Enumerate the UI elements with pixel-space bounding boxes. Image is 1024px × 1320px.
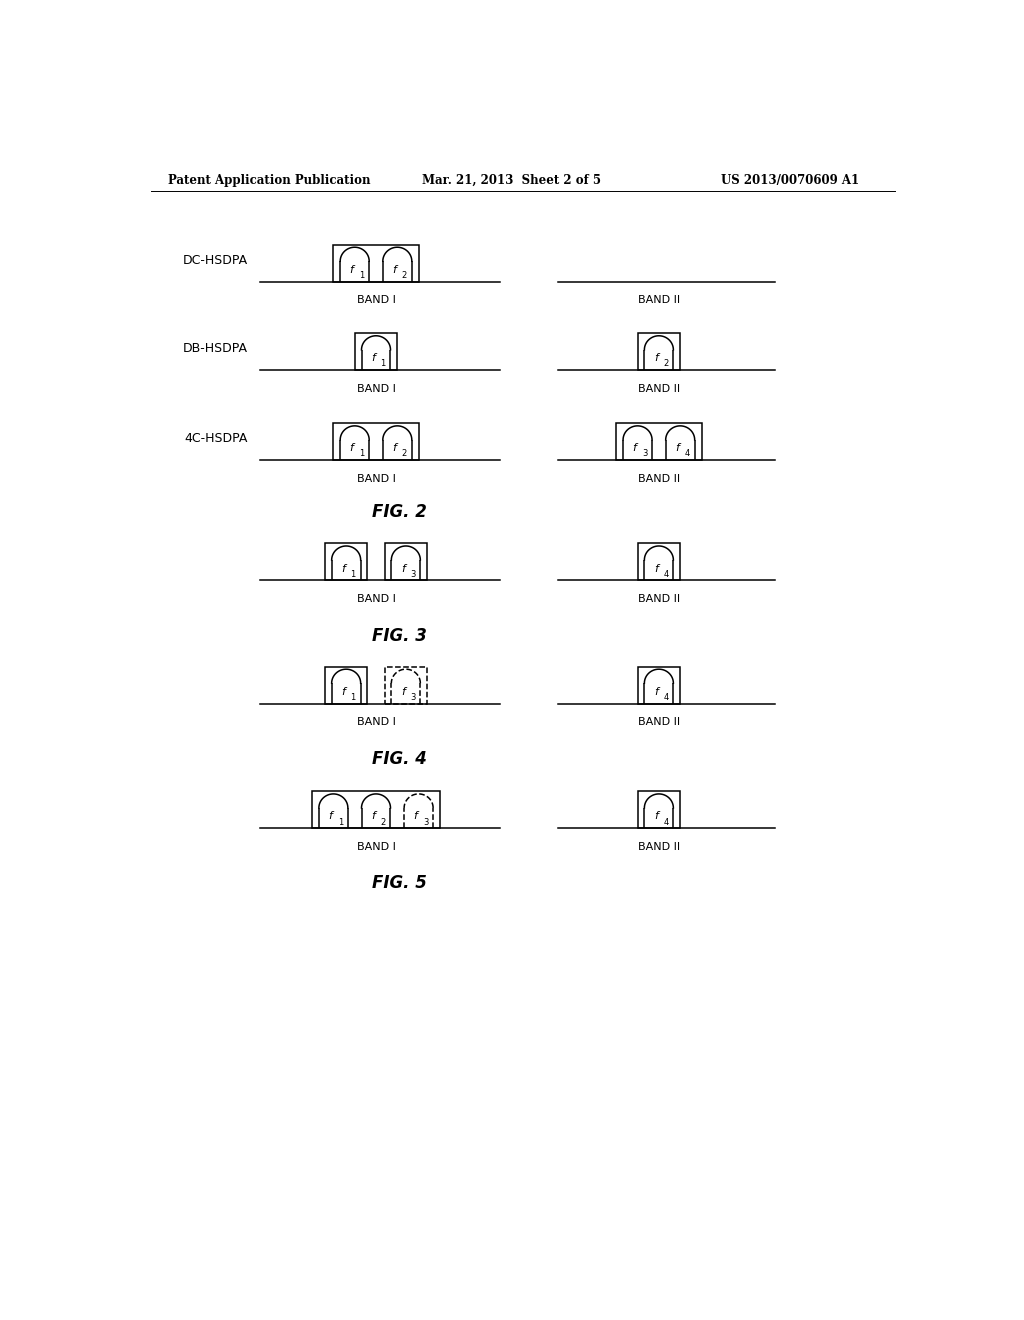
Text: f: f (654, 686, 657, 697)
Text: f: f (349, 265, 353, 275)
Text: 4C-HSDPA: 4C-HSDPA (184, 432, 248, 445)
Text: f: f (400, 564, 404, 573)
Text: DC-HSDPA: DC-HSDPA (183, 253, 248, 267)
Text: 2: 2 (380, 817, 386, 826)
Text: FIG. 2: FIG. 2 (372, 503, 427, 521)
Text: f: f (371, 812, 375, 821)
Text: 4: 4 (664, 817, 669, 826)
Text: BAND II: BAND II (638, 842, 680, 853)
Text: 2: 2 (401, 271, 407, 280)
Text: BAND I: BAND I (356, 474, 395, 484)
Bar (616, 424, 701, 461)
Text: FIG. 3: FIG. 3 (372, 627, 427, 644)
Text: FIG. 5: FIG. 5 (372, 875, 427, 892)
Text: f: f (654, 812, 657, 821)
Text: f: f (675, 444, 679, 453)
Text: f: f (392, 265, 396, 275)
Bar (354, 333, 397, 370)
Bar (385, 667, 427, 704)
Bar (325, 544, 368, 581)
Text: f: f (392, 444, 396, 453)
Bar (334, 424, 419, 461)
Text: Patent Application Publication: Patent Application Publication (168, 174, 371, 187)
Text: 1: 1 (350, 693, 355, 702)
Text: BAND I: BAND I (356, 296, 395, 305)
Text: f: f (633, 444, 636, 453)
Text: 4: 4 (664, 569, 669, 578)
Text: BAND I: BAND I (356, 384, 395, 393)
Text: f: f (414, 812, 418, 821)
Text: 2: 2 (664, 359, 669, 368)
Text: DB-HSDPA: DB-HSDPA (183, 342, 248, 355)
Text: 2: 2 (401, 449, 407, 458)
Bar (638, 792, 680, 829)
Text: 3: 3 (411, 569, 416, 578)
Bar (638, 333, 680, 370)
Text: US 2013/0070609 A1: US 2013/0070609 A1 (721, 174, 859, 187)
Text: f: f (400, 686, 404, 697)
Text: f: f (341, 564, 345, 573)
Text: f: f (654, 564, 657, 573)
Bar (638, 667, 680, 704)
Text: FIG. 4: FIG. 4 (372, 750, 427, 768)
Text: f: f (654, 354, 657, 363)
Bar (312, 792, 440, 829)
Text: 1: 1 (380, 359, 386, 368)
Text: 1: 1 (338, 817, 343, 826)
Text: Mar. 21, 2013  Sheet 2 of 5: Mar. 21, 2013 Sheet 2 of 5 (423, 174, 601, 187)
Text: BAND II: BAND II (638, 594, 680, 605)
Text: 1: 1 (350, 569, 355, 578)
Text: 1: 1 (359, 449, 365, 458)
Text: f: f (371, 354, 375, 363)
Bar (325, 667, 368, 704)
Text: f: f (349, 444, 353, 453)
Text: BAND II: BAND II (638, 474, 680, 484)
Text: BAND I: BAND I (356, 718, 395, 727)
Text: BAND I: BAND I (356, 842, 395, 853)
Bar (334, 244, 419, 281)
Text: 3: 3 (411, 693, 416, 702)
Text: f: f (341, 686, 345, 697)
Text: 4: 4 (664, 693, 669, 702)
Text: BAND II: BAND II (638, 718, 680, 727)
Text: BAND II: BAND II (638, 384, 680, 393)
Bar (385, 544, 427, 581)
Text: 3: 3 (423, 817, 428, 826)
Text: BAND II: BAND II (638, 296, 680, 305)
Text: 3: 3 (642, 449, 647, 458)
Text: 4: 4 (684, 449, 690, 458)
Text: f: f (329, 812, 332, 821)
Bar (638, 544, 680, 581)
Text: 1: 1 (359, 271, 365, 280)
Text: BAND I: BAND I (356, 594, 395, 605)
